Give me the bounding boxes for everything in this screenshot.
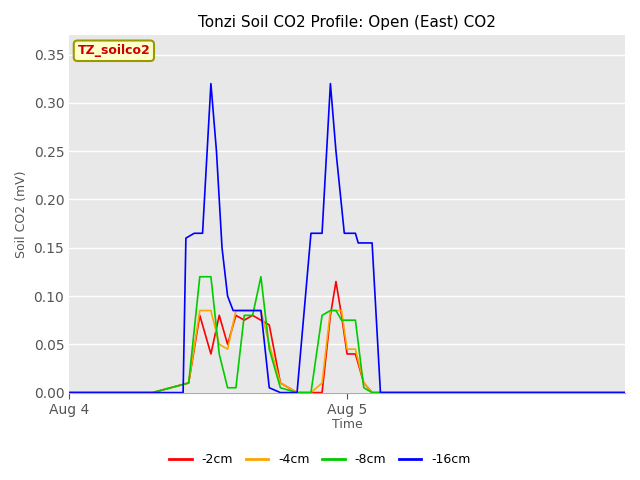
Title: Tonzi Soil CO2 Profile: Open (East) CO2: Tonzi Soil CO2 Profile: Open (East) CO2	[198, 15, 496, 30]
Text: TZ_soilco2: TZ_soilco2	[77, 44, 150, 57]
X-axis label: Time: Time	[332, 419, 362, 432]
Legend: -2cm, -4cm, -8cm, -16cm: -2cm, -4cm, -8cm, -16cm	[164, 448, 476, 471]
Y-axis label: Soil CO2 (mV): Soil CO2 (mV)	[15, 170, 28, 258]
